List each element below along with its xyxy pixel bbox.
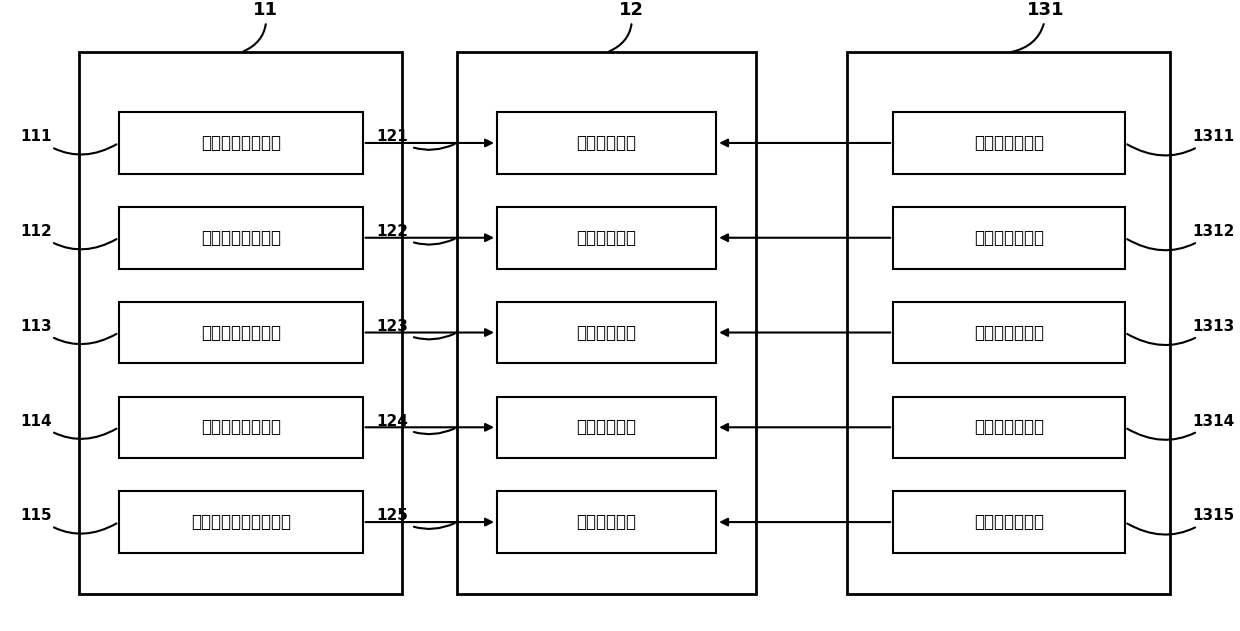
FancyBboxPatch shape: [119, 207, 363, 269]
FancyBboxPatch shape: [119, 112, 363, 174]
Text: 人脸信息数据组: 人脸信息数据组: [973, 134, 1044, 152]
FancyBboxPatch shape: [893, 396, 1125, 458]
FancyBboxPatch shape: [497, 302, 717, 363]
Text: 123: 123: [377, 319, 455, 339]
FancyBboxPatch shape: [893, 302, 1125, 363]
Text: 姿态识别模块: 姿态识别模块: [577, 513, 636, 531]
FancyBboxPatch shape: [893, 207, 1125, 269]
Text: 1313: 1313: [1127, 319, 1234, 345]
Text: 指压信息采集模块: 指压信息采集模块: [201, 324, 280, 341]
Text: 高度识别模块: 高度识别模块: [577, 324, 636, 341]
FancyBboxPatch shape: [497, 492, 717, 553]
Text: 1314: 1314: [1127, 414, 1234, 440]
Text: 人脸识别模块: 人脸识别模块: [577, 134, 636, 152]
Text: 111: 111: [20, 129, 117, 155]
Text: 122: 122: [377, 224, 455, 245]
Text: 125: 125: [377, 509, 455, 529]
Text: 1315: 1315: [1127, 509, 1234, 534]
Text: 指纹信息数据组: 指纹信息数据组: [973, 418, 1044, 436]
Text: 语音识别模块: 语音识别模块: [577, 229, 636, 247]
Text: 人体姿态信息采集模块: 人体姿态信息采集模块: [191, 513, 291, 531]
Text: 12: 12: [609, 1, 644, 52]
FancyBboxPatch shape: [847, 52, 1171, 594]
Text: 高度信息数据组: 高度信息数据组: [973, 324, 1044, 341]
Text: 11: 11: [243, 1, 278, 52]
Text: 114: 114: [20, 414, 117, 439]
FancyBboxPatch shape: [497, 112, 717, 174]
FancyBboxPatch shape: [893, 112, 1125, 174]
FancyBboxPatch shape: [119, 492, 363, 553]
Text: 124: 124: [377, 414, 455, 434]
Text: 人脸信息采集模块: 人脸信息采集模块: [201, 134, 280, 152]
FancyBboxPatch shape: [458, 52, 756, 594]
FancyBboxPatch shape: [497, 396, 717, 458]
Text: 1312: 1312: [1127, 224, 1234, 251]
Text: 1311: 1311: [1127, 129, 1234, 155]
Text: 121: 121: [377, 129, 455, 150]
Text: 131: 131: [1012, 1, 1065, 52]
FancyBboxPatch shape: [497, 207, 717, 269]
Text: 指纹信息采集模块: 指纹信息采集模块: [201, 418, 280, 436]
Text: 指纹识别模块: 指纹识别模块: [577, 418, 636, 436]
FancyBboxPatch shape: [79, 52, 402, 594]
FancyBboxPatch shape: [119, 302, 363, 363]
Text: 115: 115: [20, 509, 117, 534]
FancyBboxPatch shape: [119, 396, 363, 458]
Text: 112: 112: [20, 224, 117, 249]
Text: 姿态信息数据组: 姿态信息数据组: [973, 513, 1044, 531]
FancyBboxPatch shape: [893, 492, 1125, 553]
Text: 113: 113: [20, 319, 117, 344]
Text: 语音信息数据组: 语音信息数据组: [973, 229, 1044, 247]
Text: 语音信息采集模块: 语音信息采集模块: [201, 229, 280, 247]
